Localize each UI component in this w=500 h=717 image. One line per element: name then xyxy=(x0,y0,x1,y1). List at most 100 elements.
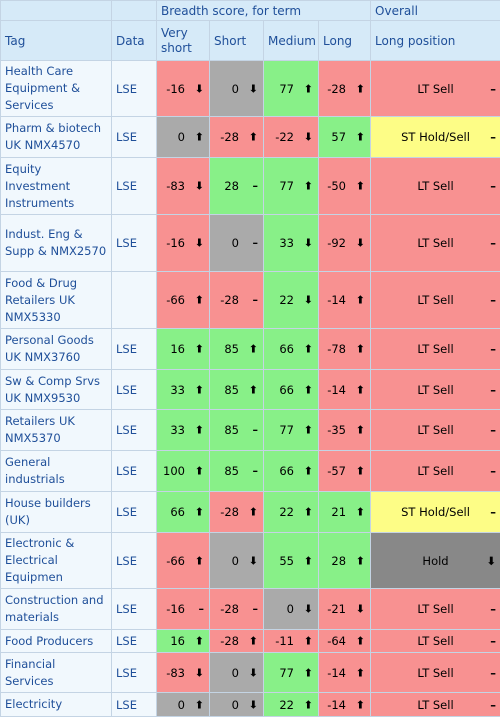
score-value: -28 xyxy=(220,293,239,307)
trend-arrow-icon: – xyxy=(490,698,496,712)
header-long-position[interactable]: Long position xyxy=(371,21,500,61)
score-medium: 66⬆ xyxy=(264,329,319,370)
header-data[interactable]: Data xyxy=(112,21,157,61)
tag-label[interactable]: Personal Goods UK NMX3760 xyxy=(5,333,94,364)
tag-label[interactable]: Electronic & Electrical Equipmen xyxy=(5,536,74,584)
tag-cell[interactable]: Electronic & Electrical Equipmen xyxy=(1,533,112,589)
data-label: LSE xyxy=(116,666,137,680)
tag-cell[interactable]: Retailers UK NMX5370 xyxy=(1,410,112,451)
tag-label[interactable]: Health Care Equipment & Services xyxy=(5,64,80,112)
score-value: 66 xyxy=(279,342,294,356)
long-position-cell: LT Sell– xyxy=(371,370,500,410)
score-value: 0 xyxy=(232,82,239,96)
score-value: 77 xyxy=(279,179,294,193)
header-long[interactable]: Long xyxy=(319,21,371,61)
trend-arrow-icon: ⬆ xyxy=(195,343,204,356)
score-value: -14 xyxy=(327,293,346,307)
trend-arrow-icon: ⬆ xyxy=(195,635,204,648)
position-label: LT Sell xyxy=(417,698,453,712)
tag-label[interactable]: Food Producers xyxy=(5,634,93,648)
long-position-cell: LT Sell– xyxy=(371,158,500,215)
trend-arrow-icon: ⬆ xyxy=(304,465,313,478)
tag-cell[interactable]: Personal Goods UK NMX3760 xyxy=(1,329,112,370)
tag-label[interactable]: General industrials xyxy=(5,455,65,486)
trend-arrow-icon: ⬆ xyxy=(356,180,365,193)
score-value: 33 xyxy=(170,383,185,397)
score-value: 66 xyxy=(279,464,294,478)
long-position-cell: LT Sell – xyxy=(371,693,500,717)
score-long: 28⬆ xyxy=(319,533,371,589)
score-value: 22 xyxy=(279,505,294,519)
header-very-short[interactable]: Very short xyxy=(157,21,210,61)
header-breadth-group: Breadth score, for term xyxy=(157,1,371,21)
tag-cell[interactable]: Equity Investment Instruments xyxy=(1,158,112,215)
score-value: 85 xyxy=(224,464,239,478)
tag-cell[interactable]: Indust. Eng & Supp & NMX2570 xyxy=(1,215,112,272)
trend-arrow-icon: ⬆ xyxy=(195,383,204,396)
data-label: LSE xyxy=(116,602,137,616)
tag-cell[interactable]: Sw & Comp Srvs UK NMX9530 xyxy=(1,370,112,410)
position-label: LT Sell xyxy=(417,634,453,648)
tag-label[interactable]: Food & Drug Retailers UK NMX5330 xyxy=(5,276,77,324)
score-medium: 66⬆ xyxy=(264,370,319,410)
tag-label[interactable]: Retailers UK NMX5370 xyxy=(5,414,75,445)
score-value: 0 xyxy=(178,698,185,712)
tag-label[interactable]: Electricity xyxy=(5,697,62,711)
trend-arrow-icon: ⬆ xyxy=(356,343,365,356)
tag-cell[interactable]: Financial Services xyxy=(1,653,112,693)
data-cell: LSE xyxy=(112,630,157,653)
data-label: LSE xyxy=(116,130,137,144)
data-cell: LSE xyxy=(112,410,157,451)
score-medium: 33⬇ xyxy=(264,215,319,272)
position-label: LT Sell xyxy=(417,383,453,397)
tag-cell[interactable]: Construction and materials xyxy=(1,589,112,630)
tag-label[interactable]: Pharm & biotech UK NMX4570 xyxy=(5,121,101,152)
score-value: 0 xyxy=(232,554,239,568)
position-label: LT Sell xyxy=(417,342,453,356)
position-label: ST Hold/Sell xyxy=(401,505,470,519)
trend-arrow-icon: ⬇ xyxy=(249,82,258,95)
tag-cell[interactable]: Pharm & biotech UK NMX4570 xyxy=(1,117,112,158)
tag-label[interactable]: Equity Investment Instruments xyxy=(5,162,74,210)
trend-arrow-icon: – xyxy=(490,634,496,648)
trend-arrow-icon: ⬆ xyxy=(356,635,365,648)
score-value: -14 xyxy=(327,666,346,680)
score-short: -28⬆ xyxy=(210,630,264,653)
trend-arrow-icon: – xyxy=(490,666,496,680)
score-short: 0– xyxy=(210,215,264,272)
table-row: Food & Drug Retailers UK NMX5330-66⬆-28–… xyxy=(1,272,500,329)
tag-label[interactable]: Sw & Comp Srvs UK NMX9530 xyxy=(5,374,100,405)
score-value: -50 xyxy=(327,179,346,193)
header-medium[interactable]: Medium xyxy=(264,21,319,61)
score-value: 77 xyxy=(279,423,294,437)
score-short: 85⬆ xyxy=(210,370,264,410)
tag-label[interactable]: Construction and materials xyxy=(5,593,104,624)
tag-label[interactable]: Financial Services xyxy=(5,657,55,688)
trend-arrow-icon: ⬆ xyxy=(249,635,258,648)
header-short[interactable]: Short xyxy=(210,21,264,61)
data-label: LSE xyxy=(116,236,137,250)
tag-cell[interactable]: House builders (UK) xyxy=(1,492,112,533)
tag-cell[interactable]: Food Producers xyxy=(1,630,112,653)
tag-cell[interactable]: General industrials xyxy=(1,451,112,492)
score-very-short: 0⬆ xyxy=(157,693,210,717)
header-tag[interactable]: Tag xyxy=(1,21,112,61)
trend-arrow-icon: ⬆ xyxy=(304,666,313,679)
tag-cell[interactable]: Electricity xyxy=(1,693,112,717)
header-blank-data xyxy=(112,1,157,21)
trend-arrow-icon: ⬆ xyxy=(356,131,365,144)
tag-cell[interactable]: Health Care Equipment & Services xyxy=(1,61,112,117)
score-value: 100 xyxy=(163,464,185,478)
trend-arrow-icon: – xyxy=(490,423,496,437)
data-label: LSE xyxy=(116,342,137,356)
tag-label[interactable]: House builders (UK) xyxy=(5,496,91,527)
score-value: 21 xyxy=(331,505,346,519)
tag-label[interactable]: Indust. Eng & Supp & NMX2570 xyxy=(5,227,106,258)
trend-arrow-icon: ⬇ xyxy=(195,237,204,250)
long-position-cell: LT Sell – xyxy=(371,630,500,653)
score-value: -66 xyxy=(166,554,185,568)
tag-cell[interactable]: Food & Drug Retailers UK NMX5330 xyxy=(1,272,112,329)
